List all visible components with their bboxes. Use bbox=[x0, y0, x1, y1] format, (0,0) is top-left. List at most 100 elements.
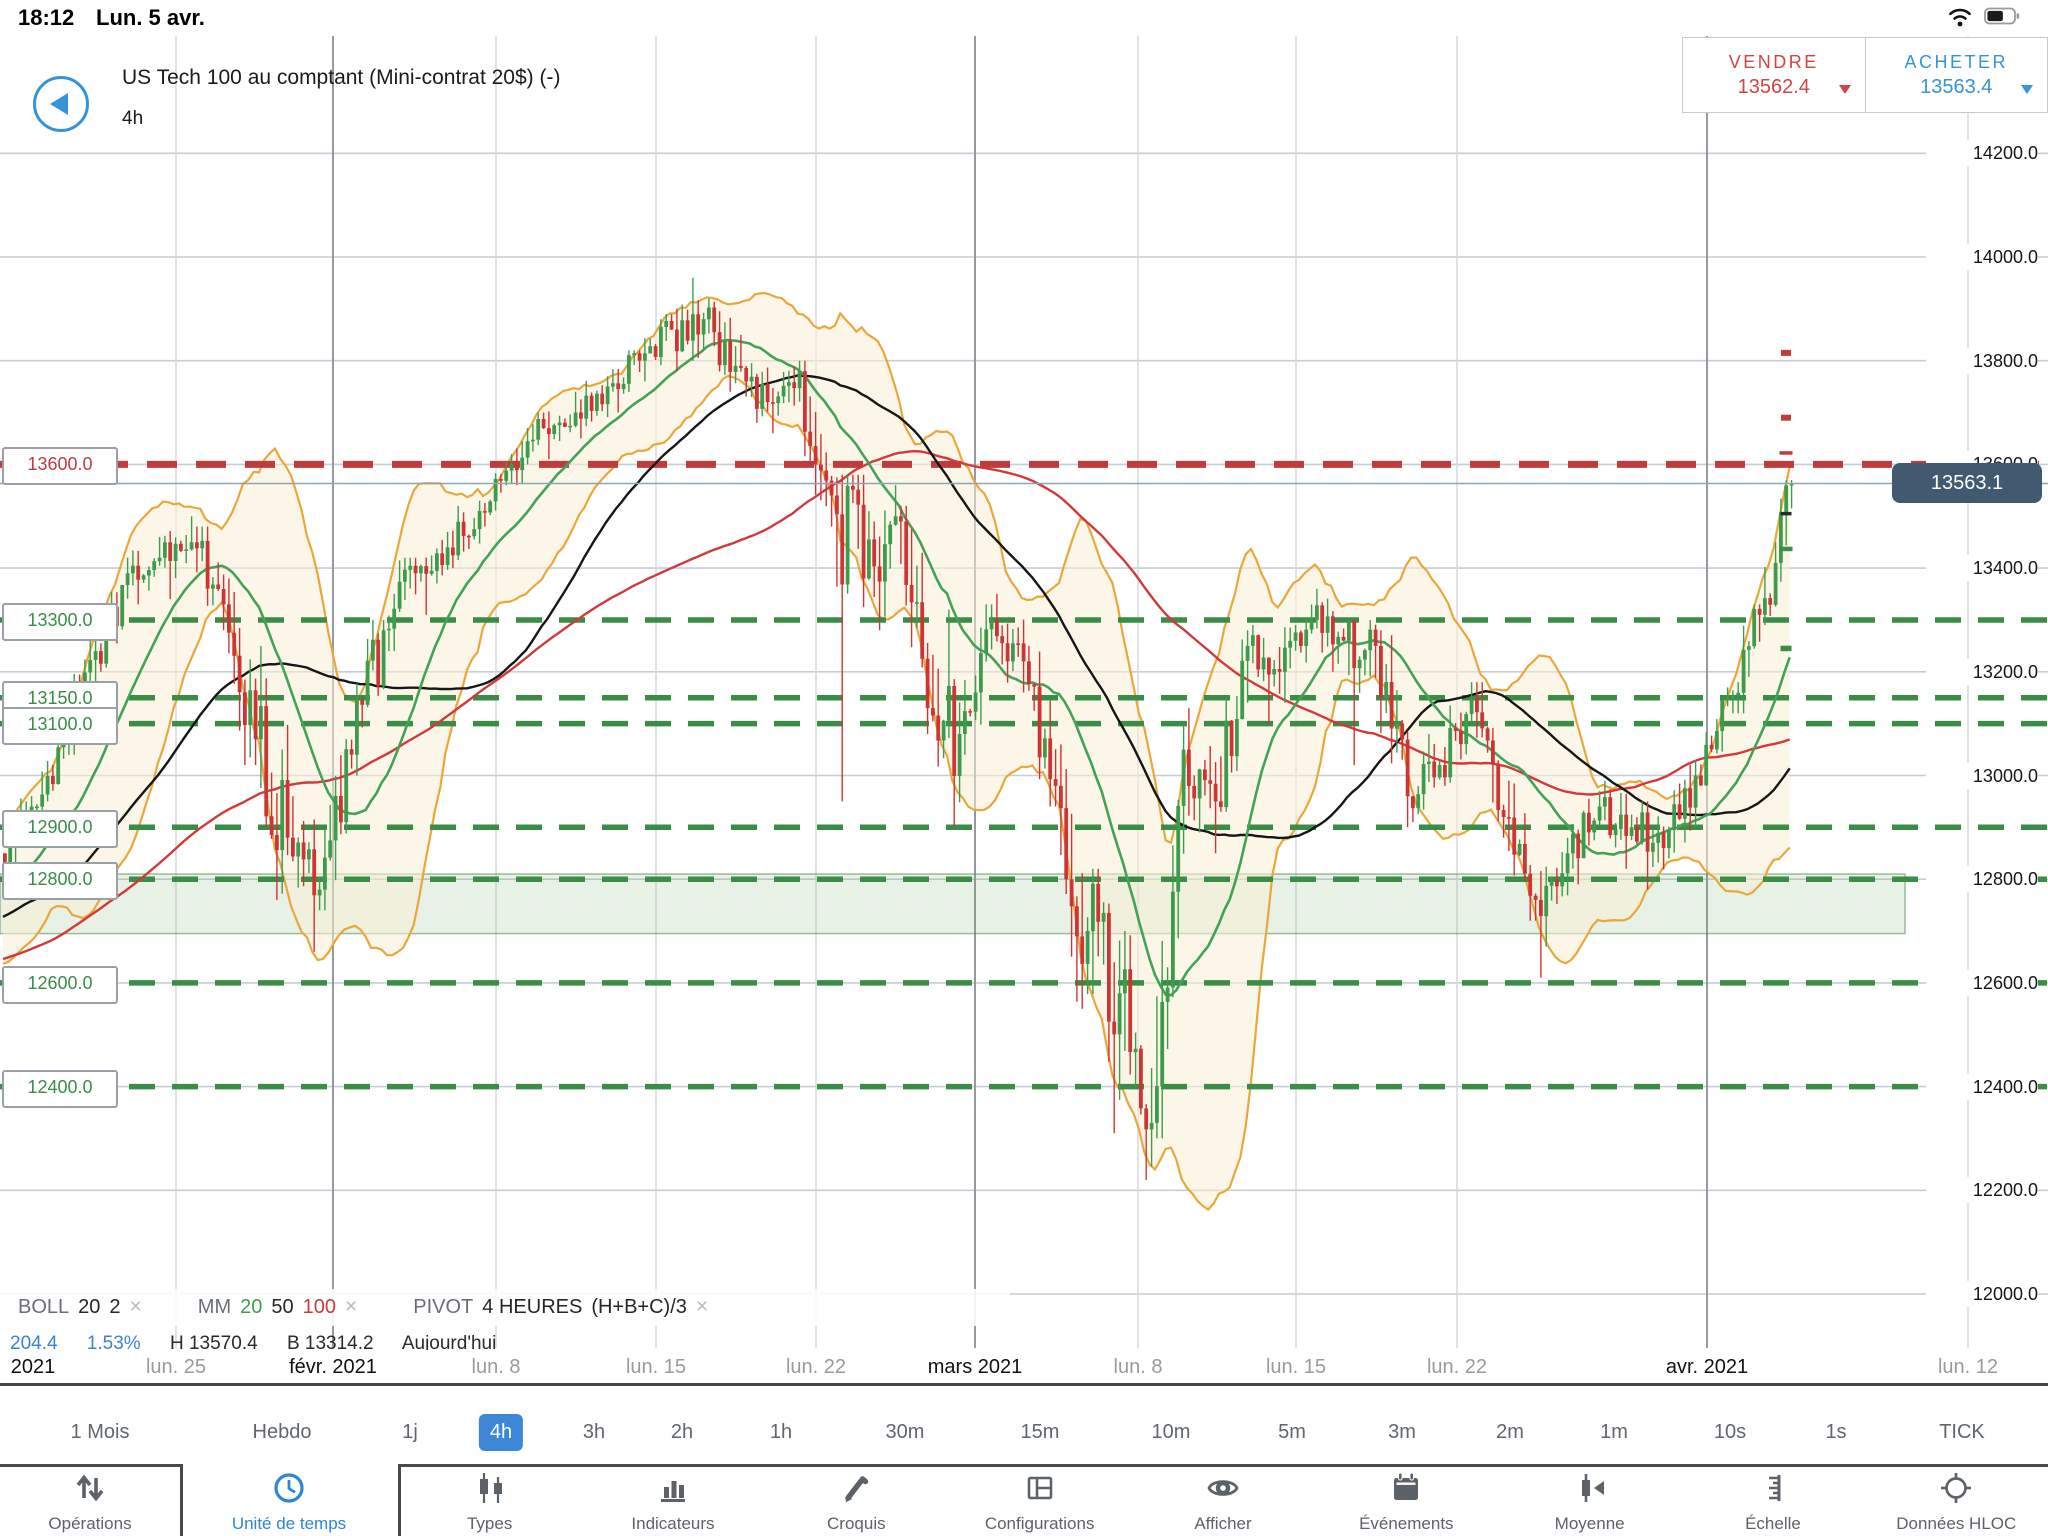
chart-svg bbox=[0, 36, 2048, 1348]
price-axis-label: 12600.0 bbox=[1926, 970, 2038, 996]
timeframe-selector bbox=[0, 1388, 2048, 1462]
price-chart[interactable] bbox=[0, 0, 2048, 1390]
timeframe-option-30m[interactable]: 30m bbox=[885, 1421, 925, 1443]
toolbar-item-label: Croquis bbox=[827, 1514, 886, 1533]
toolbar-item-croquis[interactable]: Croquis bbox=[746, 1468, 966, 1534]
toolbar-item-événements[interactable]: Événements bbox=[1296, 1468, 1516, 1534]
mm-close-icon[interactable]: × bbox=[345, 1295, 358, 1318]
timeframe-option-15m[interactable]: 15m bbox=[1020, 1421, 1060, 1443]
status-date: Lun. 5 avr. bbox=[96, 5, 205, 30]
mm-20: 20 bbox=[240, 1296, 263, 1318]
session-period: Aujourd'hui bbox=[401, 1333, 497, 1352]
toolbar-item-unité-de-temps[interactable]: Unité de temps bbox=[179, 1468, 399, 1534]
wifi-icon bbox=[1946, 6, 1974, 33]
toolbar-item-configurations[interactable]: Configurations bbox=[930, 1468, 1150, 1534]
toolbar-top-border bbox=[947, 1464, 1132, 1467]
battery-icon bbox=[1984, 7, 2022, 32]
price-axis-label: 14000.0 bbox=[1926, 244, 2038, 270]
pivot-price-label: 12600.0 bbox=[2, 966, 118, 1004]
sell-button[interactable]: VENDRE 13562.4 bbox=[1683, 38, 1866, 112]
time-axis-label: févr. 2021 bbox=[283, 1356, 383, 1379]
price-axis-label: 13800.0 bbox=[1926, 348, 2038, 374]
timeframe-option-4h[interactable]: 4h bbox=[478, 1414, 524, 1451]
sell-price: 13562.4 bbox=[1737, 75, 1810, 98]
indicators-bars-icon bbox=[651, 1468, 695, 1513]
time-axis-label: lun. 8 bbox=[465, 1356, 527, 1379]
toolbar-item-moyenne[interactable]: Moyenne bbox=[1480, 1468, 1700, 1534]
toolbar-top-border bbox=[0, 1464, 180, 1467]
toolbar-item-indicateurs[interactable]: Indicateurs bbox=[563, 1468, 783, 1534]
session-change: 204.4 bbox=[10, 1333, 58, 1352]
toolbar-item-afficher[interactable]: Afficher bbox=[1113, 1468, 1333, 1534]
toolbar-item-label: Événements bbox=[1359, 1514, 1454, 1533]
toolbar-top-border bbox=[1131, 1464, 1315, 1467]
events-calendar-icon bbox=[1384, 1468, 1428, 1513]
axis-separator bbox=[0, 1383, 2048, 1386]
status-bar: 18:12 Lun. 5 avr. bbox=[0, 0, 2048, 34]
pivot-close-icon[interactable]: × bbox=[695, 1295, 709, 1318]
timeframe-option-1m[interactable]: 1m bbox=[1600, 1421, 1628, 1443]
current-price-badge: 13563.1 bbox=[1892, 463, 2042, 503]
time-axis-label: mars 2021 bbox=[921, 1356, 1029, 1379]
time-axis-label: lun. 22 bbox=[1420, 1356, 1494, 1379]
time-axis-label: 2021 bbox=[4, 1356, 62, 1379]
pivot-price-label: 13300.0 bbox=[2, 603, 118, 641]
pivot-price-label: 13100.0 bbox=[2, 707, 118, 745]
toolbar-item-opérations[interactable]: Opérations bbox=[0, 1468, 200, 1534]
timeframe-option-1h[interactable]: 1h bbox=[769, 1421, 793, 1443]
toolbar-item-label: Moyenne bbox=[1554, 1514, 1625, 1533]
toolbar-top-border bbox=[1864, 1464, 2048, 1467]
toolbar-item-label: Types bbox=[466, 1514, 513, 1533]
boll-period: 20 bbox=[78, 1296, 101, 1318]
price-axis-label: 13200.0 bbox=[1926, 659, 2038, 685]
session-change-pct: 1.53% bbox=[86, 1333, 141, 1352]
toolbar-top-border bbox=[1314, 1464, 1498, 1467]
timeframe-option-10s[interactable]: 10s bbox=[1713, 1421, 1747, 1443]
average-candle-icon bbox=[1568, 1468, 1612, 1513]
timeframe-option-10m[interactable]: 10m bbox=[1151, 1421, 1191, 1443]
timeframe-option-tick[interactable]: TICK bbox=[1939, 1421, 1985, 1443]
toolbar-top-border bbox=[581, 1464, 765, 1467]
price-axis-label: 12000.0 bbox=[1926, 1281, 2038, 1307]
back-button[interactable] bbox=[33, 76, 89, 132]
toolbar-item-label: Données HLOC bbox=[1896, 1514, 2017, 1533]
toolbar-top-border bbox=[1497, 1464, 1682, 1467]
price-axis-label: 12200.0 bbox=[1926, 1177, 2038, 1203]
toolbar-item-label: Échelle bbox=[1745, 1514, 1801, 1533]
pivot-price-label: 13600.0 bbox=[2, 447, 118, 485]
timeframe-option-1-mois[interactable]: 1 Mois bbox=[70, 1421, 130, 1443]
timeframe-option-hebdo[interactable]: Hebdo bbox=[252, 1421, 312, 1443]
session-info-line: 204.4 1.53% H 13570.4 B 13314.2 Aujourd'… bbox=[10, 1333, 520, 1352]
boll-close-icon[interactable]: × bbox=[129, 1295, 142, 1318]
timeframe-option-3h[interactable]: 3h bbox=[582, 1421, 606, 1443]
buy-button[interactable]: ACHETER 13563.4 bbox=[1866, 38, 2048, 112]
timeframe-option-1j[interactable]: 1j bbox=[402, 1421, 418, 1443]
pivot-price-label: 12800.0 bbox=[2, 862, 118, 900]
toolbar-item-échelle[interactable]: Échelle bbox=[1663, 1468, 1883, 1534]
time-unit-clock-icon bbox=[267, 1468, 311, 1513]
timeframe-option-5m[interactable]: 5m bbox=[1278, 1421, 1306, 1443]
toolbar-divider bbox=[398, 1464, 401, 1536]
chart-timeframe-label: 4h bbox=[122, 108, 144, 129]
time-axis-label: lun. 22 bbox=[779, 1356, 853, 1379]
status-time: 18:12 bbox=[18, 5, 75, 30]
pivot-price-label: 12900.0 bbox=[2, 810, 118, 848]
mm-50: 50 bbox=[271, 1296, 294, 1318]
configurations-layout-icon bbox=[1018, 1468, 1062, 1513]
timeframe-option-2h[interactable]: 2h bbox=[670, 1421, 694, 1443]
sketch-pencil-icon bbox=[834, 1468, 878, 1513]
timeframe-option-2m[interactable]: 2m bbox=[1496, 1421, 1524, 1443]
toolbar-item-types[interactable]: Types bbox=[380, 1468, 600, 1534]
time-axis-label: lun. 12 bbox=[1931, 1356, 2005, 1379]
scale-ruler-icon bbox=[1751, 1468, 1795, 1513]
price-axis-label: 13000.0 bbox=[1926, 763, 2038, 789]
price-axis-label: 13400.0 bbox=[1926, 555, 2038, 581]
toolbar-top-border bbox=[1681, 1464, 1865, 1467]
timeframe-option-1s[interactable]: 1s bbox=[1825, 1421, 1847, 1443]
timeframe-option-3m[interactable]: 3m bbox=[1388, 1421, 1416, 1443]
toolbar-item-label: Unité de temps bbox=[231, 1514, 347, 1533]
toolbar-item-données-hloc[interactable]: Données HLOC bbox=[1846, 1468, 2048, 1534]
mm-100: 100 bbox=[302, 1296, 336, 1318]
toolbar-item-label: Configurations bbox=[984, 1514, 1095, 1533]
